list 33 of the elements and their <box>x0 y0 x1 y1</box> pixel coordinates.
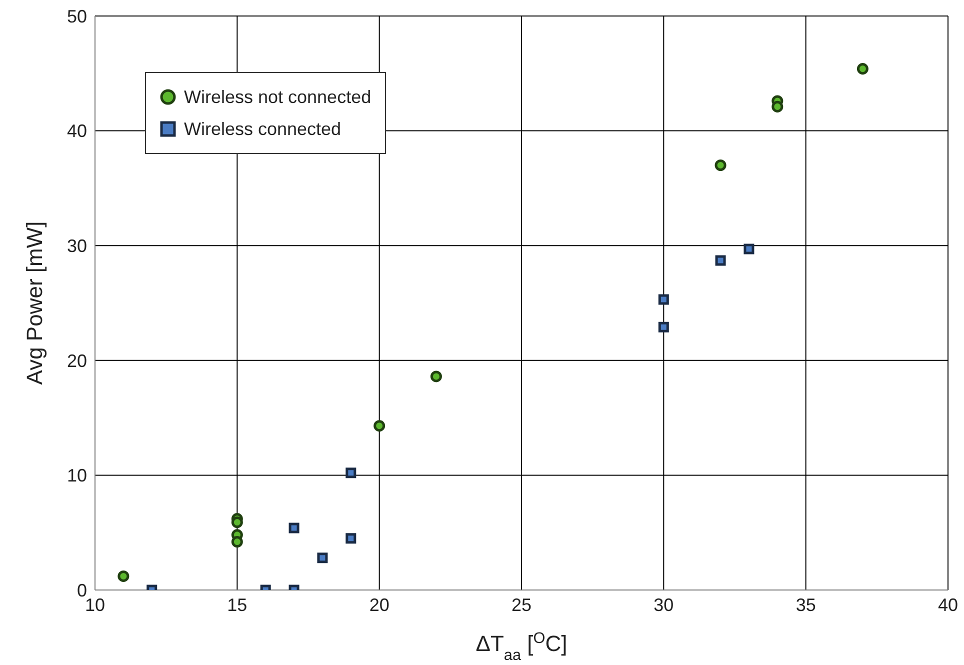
legend-label: Wireless not connected <box>184 86 372 109</box>
y-tick-label: 20 <box>66 350 87 371</box>
x-tick-label: 35 <box>796 594 816 615</box>
point <box>317 552 328 564</box>
point <box>231 516 243 528</box>
x-tick-label: 30 <box>654 594 674 615</box>
x-tick-label: 10 <box>84 594 106 615</box>
legend-label: Wireless connected <box>184 118 342 141</box>
y-axis-title: Avg Power [mW] <box>22 221 47 385</box>
y-tick-label: 50 <box>66 6 87 26</box>
x-tick-label: 25 <box>511 594 532 615</box>
point <box>430 370 442 382</box>
point <box>374 420 386 432</box>
point <box>772 100 784 112</box>
x-tick-label: 15 <box>227 594 248 615</box>
y-tick-label: 40 <box>66 121 87 142</box>
point <box>714 159 726 171</box>
point <box>856 63 868 75</box>
point <box>658 322 669 332</box>
point <box>288 522 300 534</box>
x-tick-label: 40 <box>938 594 958 615</box>
x-tick-label: 20 <box>369 594 390 615</box>
point <box>346 468 356 478</box>
point <box>715 255 726 266</box>
point <box>118 570 130 582</box>
x-axis-title: ΔT$_{aa}$ [$^{O}$C] <box>476 630 568 664</box>
point <box>346 533 356 544</box>
point <box>658 294 669 305</box>
point <box>744 244 754 254</box>
y-tick-label: 10 <box>66 466 87 486</box>
y-tick-label: 0 <box>76 580 87 600</box>
y-tick-label: 30 <box>66 236 87 256</box>
point <box>231 536 243 548</box>
